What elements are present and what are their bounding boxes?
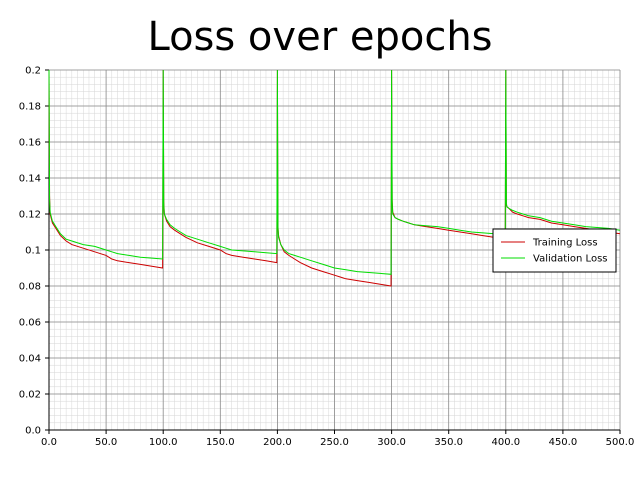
series-line-validation-loss bbox=[48, 69, 621, 275]
y-tick-label: 0.02 bbox=[19, 390, 41, 401]
y-tick-label: 0.0 bbox=[25, 426, 41, 437]
x-tick-label: 350.0 bbox=[434, 437, 463, 448]
y-tick-label: 0.12 bbox=[19, 210, 41, 221]
y-tick-label: 0.04 bbox=[19, 354, 41, 365]
x-tick-label: 500.0 bbox=[606, 437, 635, 448]
chart-legend: Training Loss Validation Loss bbox=[492, 228, 617, 273]
x-tick-label: 200.0 bbox=[263, 437, 292, 448]
x-tick-label: 300.0 bbox=[377, 437, 406, 448]
legend-label: Validation Loss bbox=[533, 254, 608, 265]
y-tick-label: 0.2 bbox=[25, 66, 41, 77]
x-tick-label: 0.0 bbox=[41, 437, 57, 448]
legend-label: Training Loss bbox=[532, 238, 598, 249]
y-tick-label: 0.06 bbox=[19, 318, 41, 329]
x-tick-label: 50.0 bbox=[95, 437, 117, 448]
y-tick-label: 0.08 bbox=[19, 282, 41, 293]
x-tick-label: 400.0 bbox=[491, 437, 520, 448]
x-tick-label: 250.0 bbox=[320, 437, 349, 448]
y-tick-label: 0.14 bbox=[19, 174, 41, 185]
x-tick-label: 150.0 bbox=[206, 437, 235, 448]
legend-box bbox=[492, 228, 617, 273]
chart-title: Loss over epochs bbox=[147, 14, 493, 60]
y-tick-label: 0.1 bbox=[25, 246, 41, 257]
y-tick-label: 0.16 bbox=[19, 138, 41, 149]
x-tick-label: 450.0 bbox=[549, 437, 578, 448]
x-tick-label: 100.0 bbox=[149, 437, 178, 448]
y-tick-label: 0.18 bbox=[19, 102, 41, 113]
